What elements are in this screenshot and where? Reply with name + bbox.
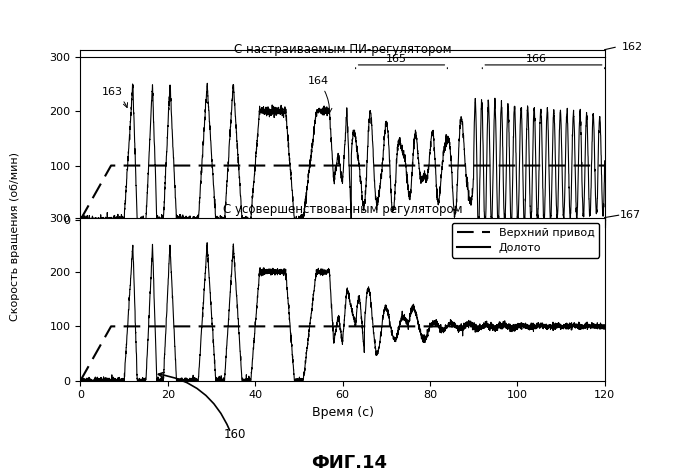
Text: 165: 165: [386, 54, 408, 64]
Text: 160: 160: [224, 428, 246, 440]
Text: ФИГ.14: ФИГ.14: [312, 454, 387, 472]
Text: 162: 162: [622, 42, 643, 53]
Title: С усовершенствованным регулятором: С усовершенствованным регулятором: [223, 203, 462, 217]
Text: 164: 164: [308, 76, 332, 113]
Title: С настраиваемым ПИ-регулятором: С настраиваемым ПИ-регулятором: [233, 43, 452, 56]
Legend: Верхний привод, Долото: Верхний привод, Долото: [452, 223, 599, 258]
Text: 166: 166: [526, 54, 547, 64]
Text: Скорость вращения (об/мин): Скорость вращения (об/мин): [10, 152, 20, 321]
Text: 163: 163: [102, 87, 127, 107]
X-axis label: Время (с): Время (с): [312, 406, 373, 419]
Text: 167: 167: [620, 210, 641, 220]
